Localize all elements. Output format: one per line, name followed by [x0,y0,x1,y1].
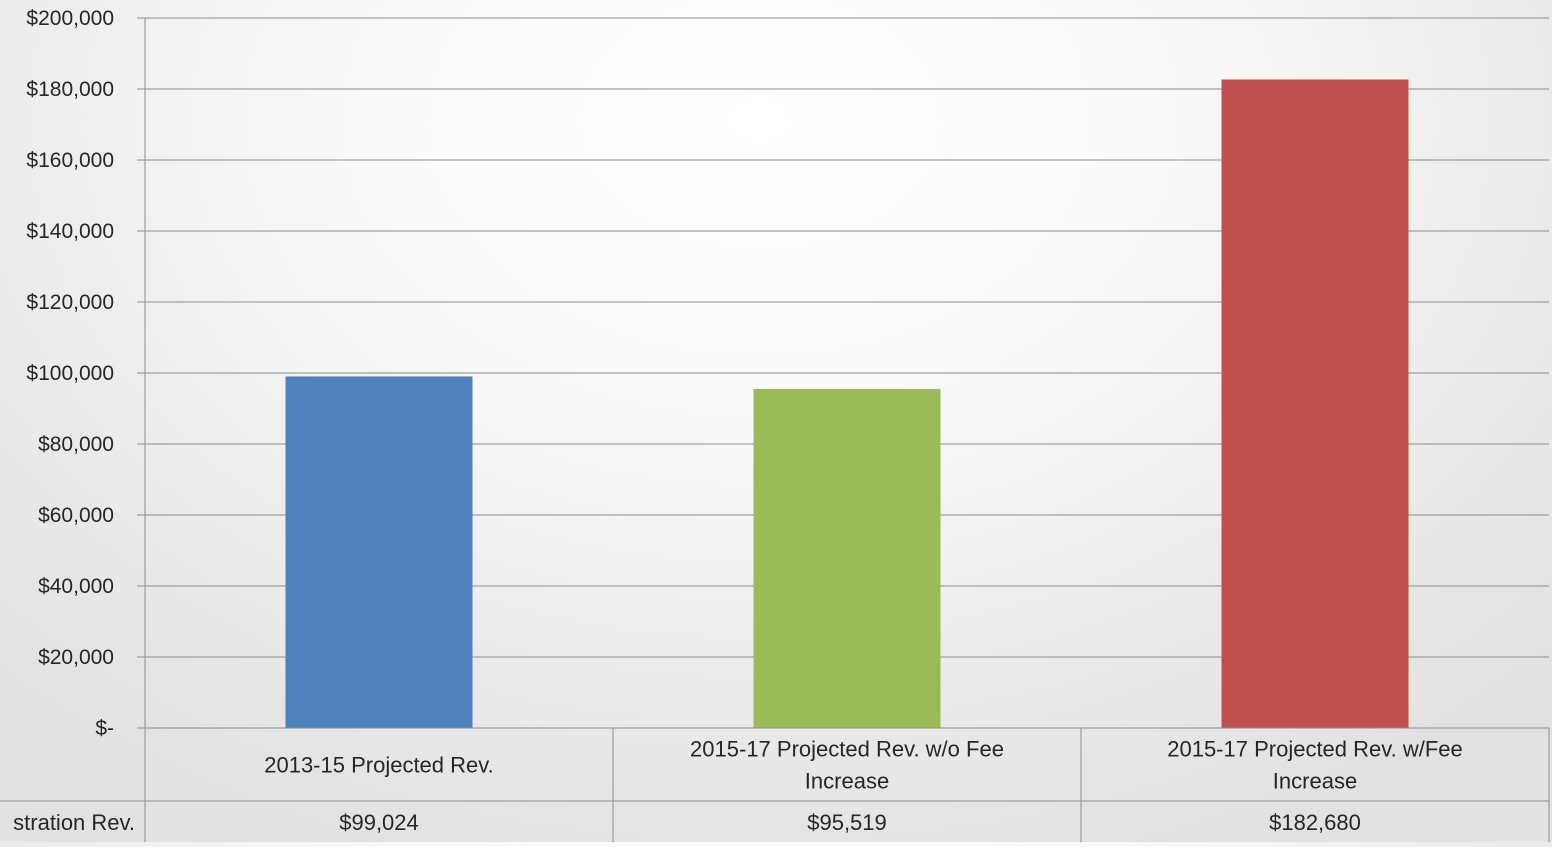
data-table-row-label: stration Rev. [13,810,135,835]
category-label: 2013-15 Projected Rev. [264,753,494,778]
data-table-value: $95,519 [807,810,887,835]
category-label: Increase [1273,769,1357,794]
y-tick-label: $200,000 [26,7,114,30]
category-label: 2015-17 Projected Rev. w/Fee [1167,737,1463,762]
bar-1 [285,376,473,728]
bar-2 [753,388,941,728]
y-tick-label: $160,000 [26,149,114,172]
data-table-value: $182,680 [1269,810,1361,835]
y-tick-label: $100,000 [26,362,114,385]
y-tick-label: $40,000 [38,575,114,598]
y-tick-label: $140,000 [26,220,114,243]
bar-3 [1221,79,1409,728]
category-label: 2015-17 Projected Rev. w/o Fee [690,737,1004,762]
data-table-value: $99,024 [339,810,419,835]
y-tick-label: $80,000 [38,433,114,456]
y-tick-label: $- [95,717,114,740]
y-tick-label: $20,000 [38,646,114,669]
y-tick-label: $120,000 [26,291,114,314]
y-tick-label: $180,000 [26,78,114,101]
category-label: Increase [805,769,889,794]
y-tick-label: $60,000 [38,504,114,527]
